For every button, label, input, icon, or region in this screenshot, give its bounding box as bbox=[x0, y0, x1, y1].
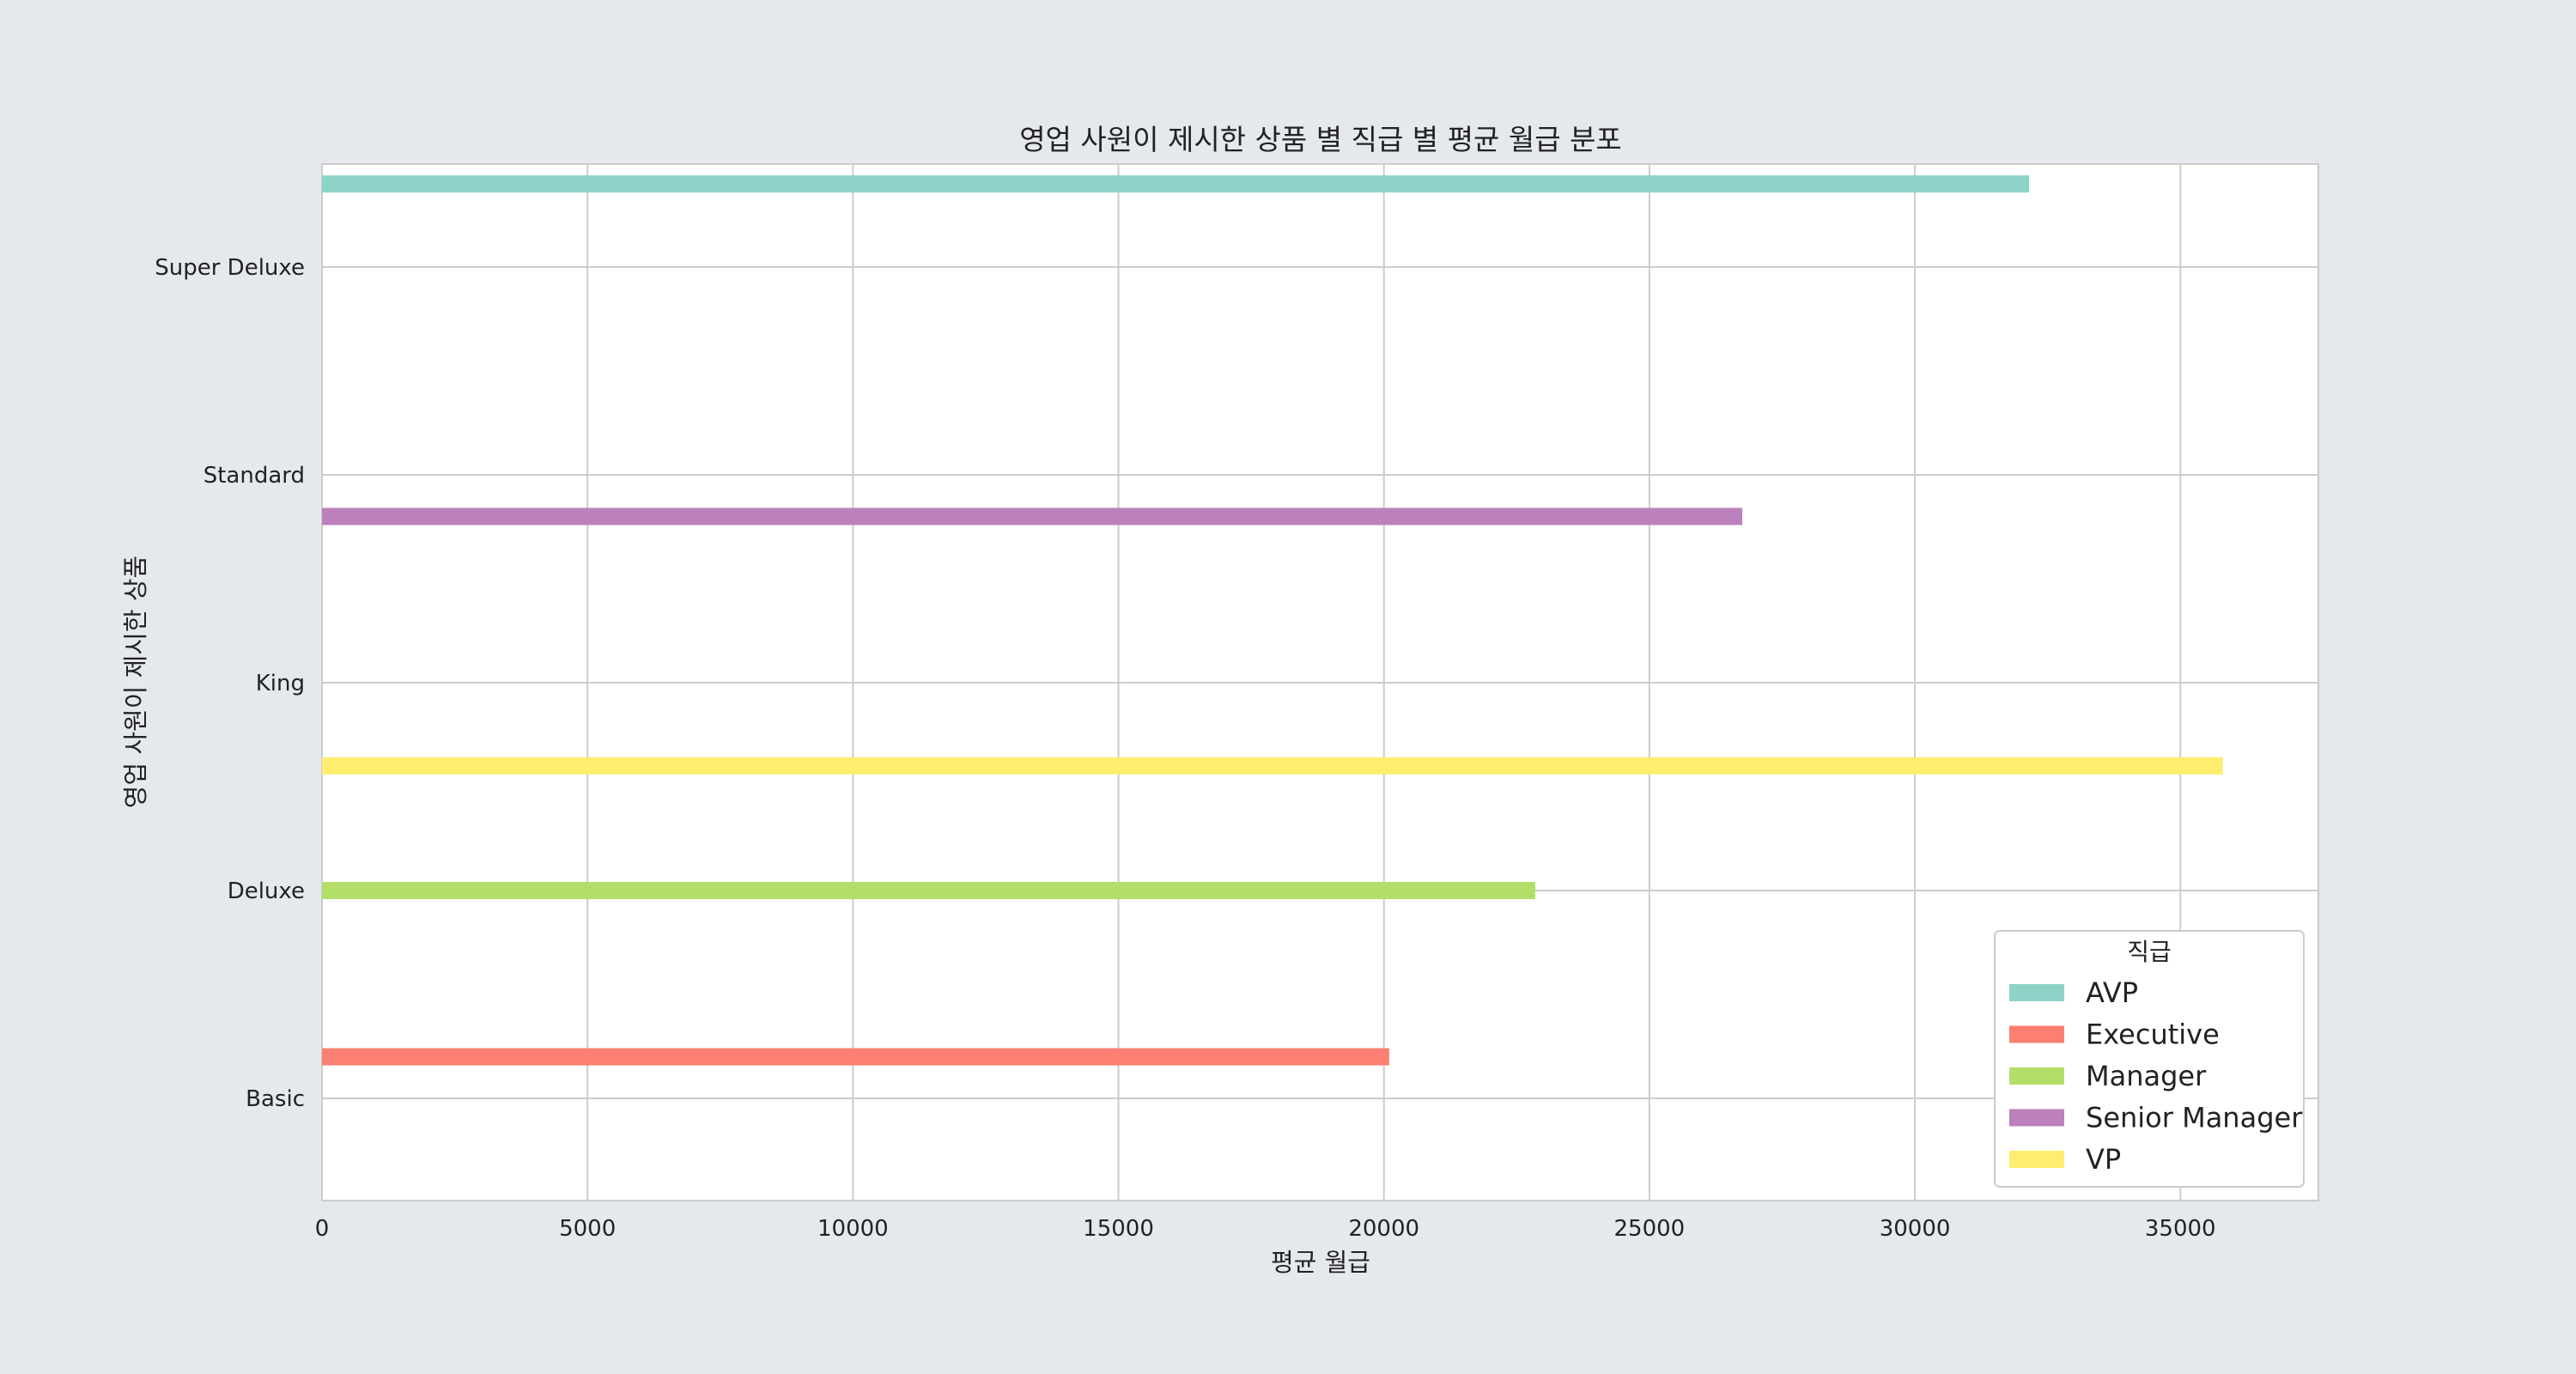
legend-swatch bbox=[2009, 984, 2064, 1001]
bar-manager bbox=[322, 882, 1535, 899]
bars bbox=[322, 175, 2223, 1066]
y-tick-label: Super Deluxe bbox=[155, 255, 305, 281]
x-tick-label: 10000 bbox=[817, 1216, 889, 1242]
legend-swatch bbox=[2009, 1151, 2064, 1168]
x-tick-labels: 0 5000 10000 15000 20000 25000 30000 35000 bbox=[315, 1216, 2216, 1242]
legend: 직급 AVP Executive Manager Senior Manager VP bbox=[1994, 930, 2305, 1188]
x-tick-label: 15000 bbox=[1083, 1216, 1154, 1242]
legend-swatch bbox=[2009, 1109, 2064, 1127]
legend-label: Senior Manager bbox=[2086, 1102, 2303, 1134]
bar-senior-manager bbox=[322, 508, 1743, 526]
legend-label: Manager bbox=[2086, 1060, 2207, 1092]
y-tick-label: Standard bbox=[204, 463, 305, 489]
bar-avp bbox=[322, 175, 2029, 193]
chart-title: 영업 사원이 제시한 상품 별 직급 별 평균 월급 분포 bbox=[1019, 123, 1622, 156]
x-tick-label: 35000 bbox=[2145, 1216, 2216, 1242]
legend-swatch bbox=[2009, 1025, 2064, 1043]
x-tick-label: 0 bbox=[315, 1216, 330, 1242]
bar-vp bbox=[322, 757, 2223, 775]
x-tick-label: 30000 bbox=[1880, 1216, 1951, 1242]
x-tick-label: 20000 bbox=[1348, 1216, 1419, 1242]
legend-items: AVP Executive Manager Senior Manager VP bbox=[2009, 976, 2303, 1176]
x-tick-label: 5000 bbox=[559, 1216, 616, 1242]
y-tick-label: Deluxe bbox=[228, 879, 305, 904]
legend-label: AVP bbox=[2086, 976, 2138, 1009]
legend-label: VP bbox=[2086, 1143, 2121, 1176]
x-tick-label: 25000 bbox=[1614, 1216, 1686, 1242]
legend-box bbox=[1994, 930, 2305, 1188]
y-tick-label: Basic bbox=[246, 1086, 305, 1112]
legend-label: Executive bbox=[2086, 1018, 2220, 1051]
x-axis-title: 평균 월급 bbox=[1271, 1248, 1370, 1277]
y-tick-labels: Basic Deluxe King Standard Super Deluxe bbox=[155, 255, 305, 1112]
y-tick-label: King bbox=[256, 671, 305, 696]
legend-title: 직급 bbox=[2127, 938, 2172, 966]
bar-executive bbox=[322, 1048, 1389, 1066]
legend-swatch bbox=[2009, 1067, 2064, 1085]
y-axis-title: 영업 사원이 제시한 상품 bbox=[121, 556, 150, 808]
